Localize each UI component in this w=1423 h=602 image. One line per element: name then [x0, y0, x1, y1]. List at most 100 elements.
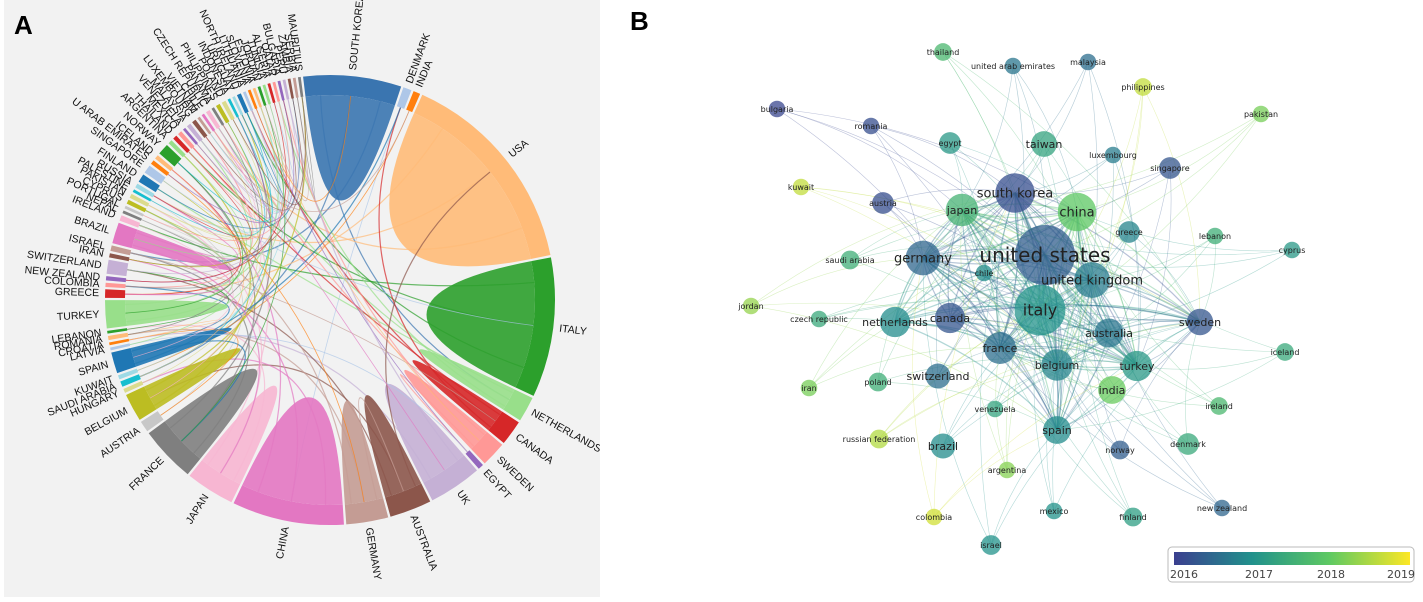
node-australia: [1094, 318, 1124, 348]
edge-philippines-italy: [1039, 86, 1144, 311]
edge-turkey-south-korea: [1014, 192, 1138, 367]
arc-vietnam: [197, 116, 212, 135]
panel-a-chord-diagram: A SOUTH KOREA DENMARK INDIA USA ITALY NETHERL…: [0, 0, 603, 597]
network-labels: united states italy south korea china united…: [737, 48, 1305, 550]
edge-jordan-south-korea: [750, 192, 1016, 307]
node-label-ireland: ireland: [1205, 402, 1233, 411]
edge-japan-belgium: [961, 209, 1058, 366]
node-label-united-kingdom: united kingdom: [1041, 274, 1143, 289]
edge-venezuela-united-kingdom: [994, 279, 1093, 410]
node-turkey: [1121, 350, 1153, 382]
arc-u-arab-emirates: [150, 160, 170, 176]
panel-b-letter: B: [630, 6, 649, 36]
edge-thailand-sweden: [942, 51, 1201, 323]
node-chile: [975, 264, 993, 282]
node-luxembourg: [1104, 146, 1122, 164]
edge-israel-south-korea: [979, 192, 1016, 546]
node-sweden: [1186, 308, 1214, 336]
link-tunisia-latvia: [129, 103, 284, 346]
edge-iran-japan: [808, 209, 963, 389]
arc-north-ireland: [236, 93, 249, 114]
node-norway: [1110, 440, 1130, 460]
link-uk-croatia: [128, 332, 431, 479]
edge-netherlands-south-korea: [894, 192, 1016, 323]
arc-chile: [201, 113, 216, 132]
arc-finland: [138, 174, 160, 193]
node-kuwait: [792, 178, 810, 196]
node-greece: [1118, 221, 1140, 243]
edge-germany-united-kingdom: [922, 255, 1093, 281]
edge-iceland-south-korea: [1014, 192, 1286, 353]
edge-bulgaria-china: [776, 108, 1078, 213]
edge-netherlands-united-kingdom: [894, 279, 1093, 323]
node-poland: [868, 372, 888, 392]
edge-belgium-south-korea: [1014, 192, 1058, 366]
ribbon-japan: [202, 385, 278, 485]
edge-iran-united-states: [808, 254, 1046, 389]
node-label-new-zealand: new zealand: [1197, 504, 1247, 513]
arc-croatia: [109, 338, 130, 346]
ribbon-canada: [412, 360, 503, 431]
panel-a-letter: A: [14, 10, 33, 40]
arc-malaysia: [186, 123, 203, 142]
node-label-canada: canada: [930, 312, 970, 325]
link-poland-pakistan: [148, 119, 268, 239]
label-turkey: TURKEY: [57, 309, 100, 324]
link-lithuania-algeria: [251, 102, 298, 204]
arc-usa: [414, 94, 551, 260]
arc-norway: [159, 145, 182, 167]
node-label-switzerland: switzerland: [907, 370, 970, 383]
link-mauritius-serbia: [296, 96, 316, 199]
link-austria-palestine: [150, 199, 244, 416]
arc-mexico: [178, 131, 195, 149]
node-label-japan: japan: [946, 204, 978, 217]
link-philippines-iran: [129, 122, 263, 268]
node-label-india: india: [1099, 384, 1126, 397]
link-usa-greece: [125, 128, 443, 295]
arc-luxembourg: [192, 119, 208, 139]
edge-singapore-spain: [1056, 167, 1171, 431]
year-legend: 2016 2017 2018 2019: [1167, 546, 1415, 583]
node-label-iran: iran: [801, 384, 816, 393]
node-label-egypt: egypt: [939, 139, 962, 148]
link-japan-lebanon: [127, 324, 266, 482]
edge-australia-germany: [922, 257, 1110, 334]
link-germany-australia: [358, 397, 405, 500]
edge-finland-japan: [961, 209, 1134, 518]
arc-canada: [488, 411, 519, 443]
node-label-france: france: [983, 342, 1018, 355]
link-australia-usa: [385, 171, 491, 487]
link-north-ireland-uruguay: [241, 112, 288, 207]
node-label-denmark: denmark: [1170, 440, 1206, 449]
legend-tick-2018: 2018: [1317, 568, 1345, 581]
arc-belgium: [126, 386, 157, 420]
node-netherlands: [879, 306, 911, 338]
arc-sweden: [470, 431, 503, 464]
arc-russia: [135, 183, 155, 198]
arc-lebanon: [107, 328, 128, 334]
arc-china: [233, 485, 344, 525]
node-label-jordan: jordan: [737, 302, 763, 311]
link-france-israel: [130, 252, 250, 454]
arc-brazil: [112, 222, 138, 249]
link-belgium-argentina: [153, 155, 251, 407]
node-malaysia: [1079, 53, 1097, 71]
node-finland: [1123, 507, 1143, 527]
arc-pakistan: [129, 193, 150, 207]
node-spain: [1043, 416, 1071, 444]
edge-denmark-belgium: [1056, 364, 1189, 445]
edge-iran-france: [808, 347, 1001, 389]
arc-zambia: [287, 78, 294, 99]
node-france: [984, 332, 1016, 364]
node-united-kingdom: [1074, 262, 1110, 298]
edge-united-arab-emirates-japan: [961, 65, 1014, 211]
arc-switzerland: [106, 259, 129, 277]
node-label-venezuela: venezuela: [975, 405, 1016, 414]
edge-belgium-germany: [922, 257, 1058, 366]
edge-new-zealand-japan: [961, 209, 1223, 509]
node-label-sweden: sweden: [1179, 316, 1221, 329]
edge-austria-spain: [882, 202, 1058, 431]
node-label-malaysia: malaysia: [1070, 58, 1106, 67]
arc-france: [148, 421, 201, 475]
arc-romania: [107, 332, 129, 341]
